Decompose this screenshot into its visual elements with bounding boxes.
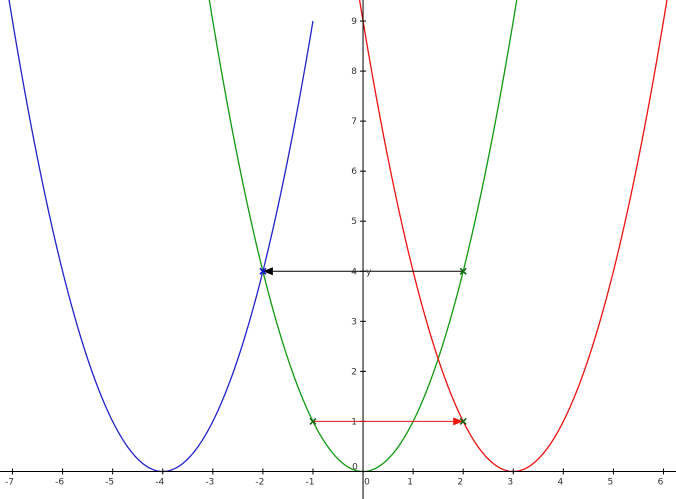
x-tick-label: -3 [205, 477, 214, 487]
y-axis-label: y [366, 267, 372, 277]
y-tick-label: 3 [351, 317, 357, 327]
y-tick-label: 6 [351, 167, 357, 177]
ticks-layer: -7 -6 -5 -4 -3 -2 -1 0 1 2 3 4 5 6 0 1 2 3 4 5 6 7 8 9 [5, 17, 664, 487]
y-tick-label: 9 [351, 17, 357, 27]
x-tick-label: -4 [155, 477, 164, 487]
x-tick-label: 2 [457, 477, 463, 487]
point-marker-3 [259, 267, 267, 275]
series-curve-2 [358, 0, 668, 473]
y-tick-label: 0 [352, 462, 358, 472]
x-tick-label: 4 [557, 477, 563, 487]
point-marker-stroke [309, 417, 317, 425]
arrow-head-1 [262, 267, 273, 276]
point-marker-0 [309, 417, 317, 425]
x-tick-label: -7 [5, 477, 14, 487]
point-marker-stroke [459, 267, 467, 275]
curves-layer [8, 0, 668, 473]
x-tick-label: -1 [305, 477, 314, 487]
arrow-head-0 [453, 417, 464, 426]
y-tick-label: 8 [351, 67, 357, 77]
y-tick-label: 2 [351, 367, 357, 377]
x-tick-label: 0 [364, 477, 370, 487]
x-tick-label: 6 [658, 477, 664, 487]
point-marker-stroke [459, 417, 467, 425]
points-layer [259, 267, 467, 425]
x-tick-label: 5 [608, 477, 614, 487]
series-curve-0 [8, 0, 314, 473]
x-tick-label: 1 [407, 477, 413, 487]
x-tick-label: -5 [105, 477, 114, 487]
x-tick-label: 3 [507, 477, 513, 487]
point-marker-1 [459, 417, 467, 425]
y-tick-label: 5 [351, 217, 357, 227]
x-tick-label: -2 [255, 477, 264, 487]
y-tick-label: 4 [351, 267, 357, 277]
point-marker-2 [459, 267, 467, 275]
y-tick-label: 7 [351, 117, 357, 127]
arrows-layer [262, 267, 464, 426]
point-marker-stroke [259, 267, 267, 275]
y-tick-label: 1 [351, 417, 357, 427]
x-tick-label: -6 [55, 477, 64, 487]
